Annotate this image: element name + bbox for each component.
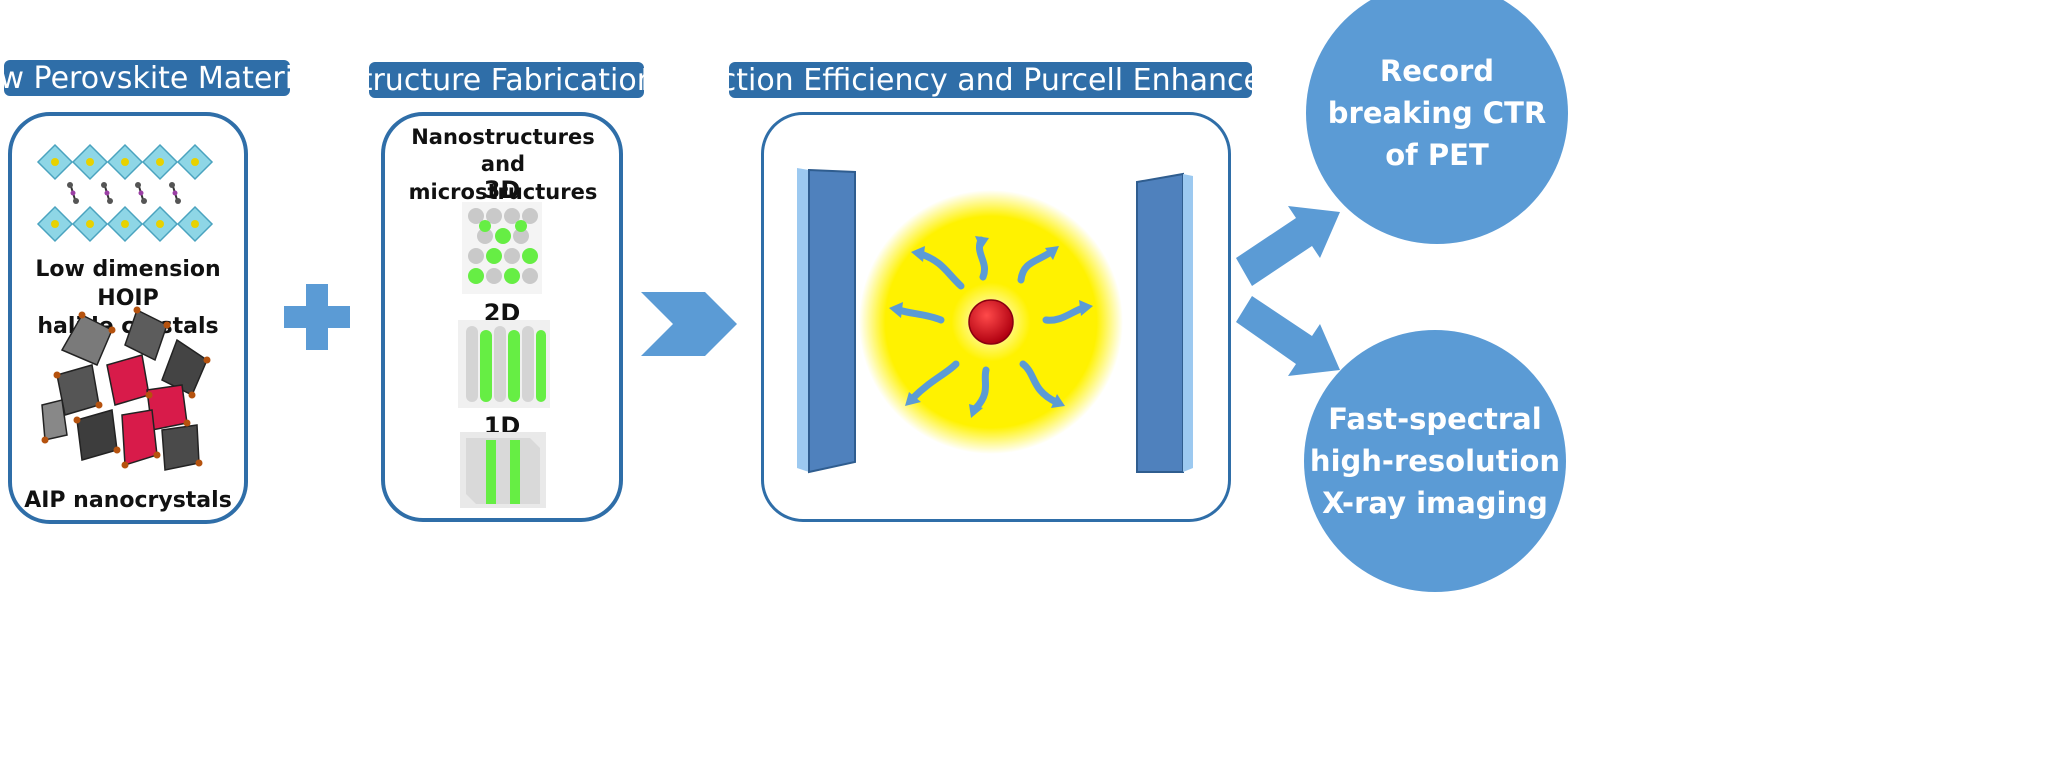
ctr-line2: breaking CTR [1327, 95, 1547, 130]
extraction-header: Extraction Efficiency and Purcell Enhanc… [640, 62, 1341, 98]
left-mirror [797, 168, 809, 472]
label-3d: 3D [483, 176, 521, 204]
3d-nanostructure-image [462, 202, 542, 294]
hoip-crystal-image [36, 143, 214, 243]
fabrication-title-line2: and microstructures [408, 152, 598, 204]
hoip-label-line1: Low dimension HOIP [35, 257, 221, 311]
xray-line3: X-ray imaging [1322, 486, 1548, 521]
fabrication-title-line1: Nanostructures [411, 125, 595, 149]
fabrication-header: Structure Fabrications [341, 62, 672, 98]
ctr-pet-circle: Record breaking CTR of PET [1306, 0, 1568, 244]
2d-nanostructure-image [458, 320, 550, 408]
fabrication-title: Nanostructures and microstructures [385, 124, 621, 206]
ctr-line3: of PET [1385, 138, 1489, 173]
arrow-up-right-icon [1236, 206, 1340, 286]
materials-header: New Perovskite Materials [0, 60, 336, 96]
ctr-line1: Record [1379, 53, 1495, 88]
cavity-diagram [797, 168, 1193, 474]
right-mirror [1136, 172, 1184, 473]
aip-nanocrystal-image [41, 306, 211, 471]
aip-label: AIP nanocrystals [24, 488, 232, 513]
xray-imaging-circle: Fast-spectral high-resolution X-ray imag… [1304, 330, 1566, 592]
arrow-down-right-icon [1236, 296, 1340, 376]
chevron-arrow-icon [641, 292, 737, 356]
xray-line1: Fast-spectral [1328, 401, 1542, 436]
emitter-particle [968, 299, 1014, 345]
1d-nanostructure-image [460, 432, 546, 508]
xray-line2: high-resolution [1309, 443, 1561, 478]
plus-icon [284, 284, 350, 350]
